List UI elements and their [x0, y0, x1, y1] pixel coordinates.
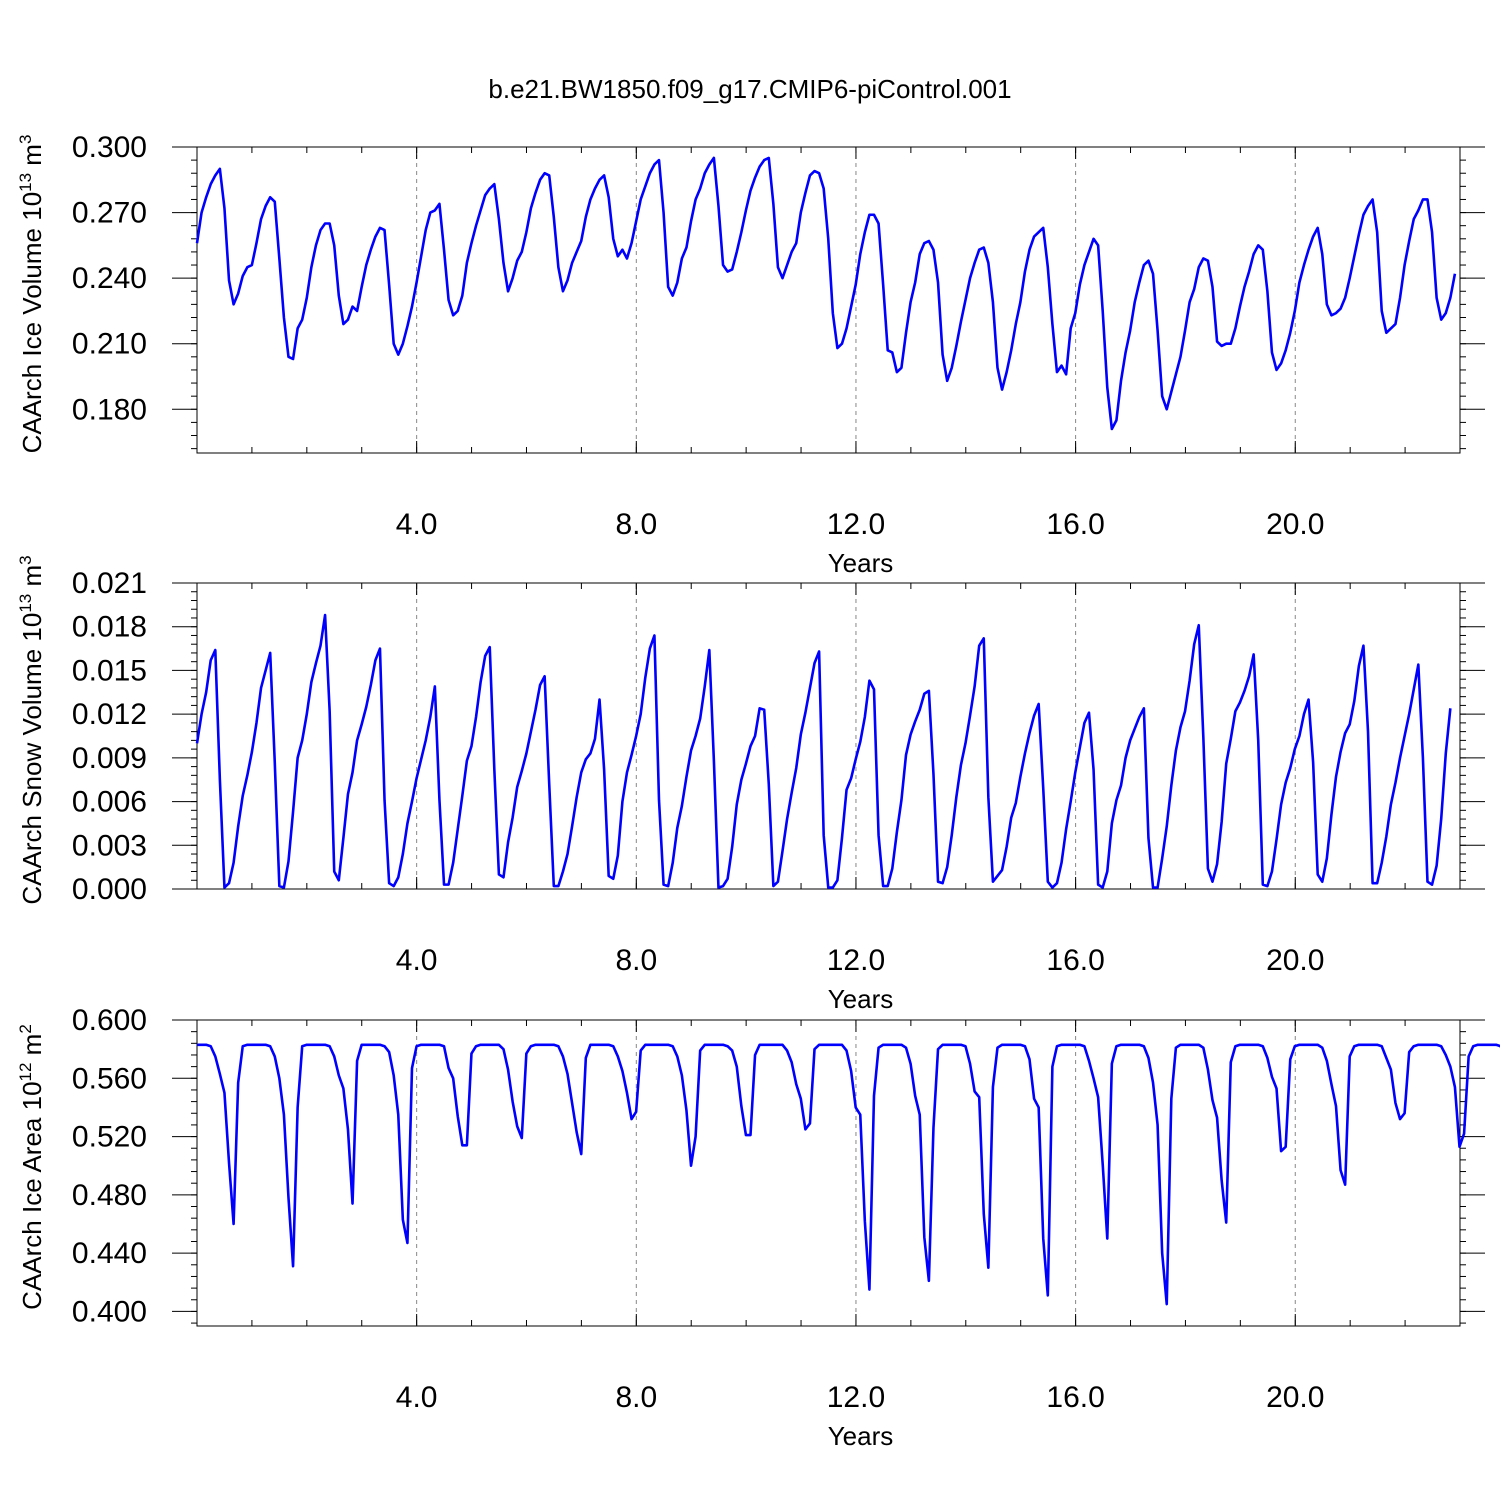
y-tick-label: 0.018 [72, 611, 147, 644]
series-line-snow-volume [195, 613, 1452, 889]
y-tick-label: 0.180 [72, 393, 147, 426]
y-tick-label: 0.009 [72, 742, 147, 775]
y-tick-label: 0.560 [72, 1062, 147, 1095]
x-tick-label: 16.0 [1046, 1381, 1104, 1414]
x-tick-label: 8.0 [615, 1381, 657, 1414]
x-tick-label: 16.0 [1046, 944, 1104, 977]
x-tick-label: 16.0 [1046, 508, 1104, 541]
y-tick-label: 0.240 [72, 262, 147, 295]
plot-frame [196, 146, 1461, 454]
y-tick-label: 0.440 [72, 1237, 147, 1270]
series-line-ice-area [197, 1043, 1500, 1306]
y-axis-label-unit: m [17, 144, 47, 173]
plot-frame [196, 1019, 1461, 1327]
y-tick-label: 0.270 [72, 197, 147, 230]
y-tick-label: 0.015 [72, 654, 147, 687]
y-axis-label-unit-exponent: 3 [16, 555, 35, 564]
panel-ice-volume: 4.0 8.0 12.0 16.0 20.0 0.180 0.210 0.240 0.270 0.… [16, 131, 1485, 578]
y-axis-label-unit: m [17, 565, 47, 594]
x-tick-label: 20.0 [1266, 508, 1324, 541]
y-axis-label: CAArch Ice Volume 1013 m3 [16, 135, 47, 454]
y-axis-label-text: CAArch Snow Volume 10 [17, 613, 47, 905]
x-tick-label: 8.0 [615, 508, 657, 541]
y-axis-label-text: CAArch Ice Volume 10 [17, 192, 47, 454]
y-axis-label-unit-exponent: 2 [16, 1024, 35, 1033]
x-tick-label: 4.0 [396, 1381, 438, 1414]
y-axis-label-exponent: 13 [16, 594, 35, 613]
y-tick-label: 0.006 [72, 786, 147, 819]
y-tick-label: 0.520 [72, 1121, 147, 1154]
y-axis-label-unit: m [17, 1034, 47, 1063]
figure-title: b.e21.BW1850.f09_g17.CMIP6-piControl.001 [488, 74, 1012, 104]
x-tick-label: 12.0 [827, 1381, 885, 1414]
y-tick-label: 0.000 [72, 873, 147, 906]
y-axis-label-text: CAArch Ice Area 10 [17, 1081, 47, 1309]
series-line-ice-volume [195, 156, 1457, 431]
x-tick-label: 4.0 [396, 508, 438, 541]
y-tick-label: 0.210 [72, 328, 147, 361]
y-axis-label-exponent: 13 [16, 173, 35, 192]
y-axis-label-unit-exponent: 3 [16, 135, 35, 144]
x-tick-label: 20.0 [1266, 944, 1324, 977]
y-tick-label: 0.480 [72, 1179, 147, 1212]
y-tick-label: 0.400 [72, 1295, 147, 1328]
x-axis-label: Years [828, 1421, 894, 1451]
y-tick-label: 0.021 [72, 567, 147, 600]
y-axis-label: CAArch Snow Volume 1013 m3 [16, 555, 47, 904]
x-axis-label: Years [828, 984, 894, 1014]
x-tick-label: 20.0 [1266, 1381, 1324, 1414]
panel-snow-volume: 4.0 8.0 12.0 16.0 20.0 0.000 0.003 0.006 0.009 0.… [16, 555, 1485, 1014]
x-tick-label: 4.0 [396, 944, 438, 977]
y-tick-label: 0.300 [72, 131, 147, 164]
x-tick-label: 8.0 [615, 944, 657, 977]
x-tick-label: 12.0 [827, 944, 885, 977]
y-tick-label: 0.012 [72, 698, 147, 731]
y-tick-label: 0.600 [72, 1004, 147, 1037]
y-tick-label: 0.003 [72, 829, 147, 862]
y-axis-label: CAArch Ice Area 1012 m2 [16, 1024, 47, 1310]
x-axis-label: Years [828, 548, 894, 578]
y-axis-label-exponent: 12 [16, 1063, 35, 1082]
panel-ice-area: 4.0 8.0 12.0 16.0 20.0 0.400 0.440 0.480 0.520 0.… [16, 1004, 1500, 1451]
x-tick-label: 12.0 [827, 508, 885, 541]
